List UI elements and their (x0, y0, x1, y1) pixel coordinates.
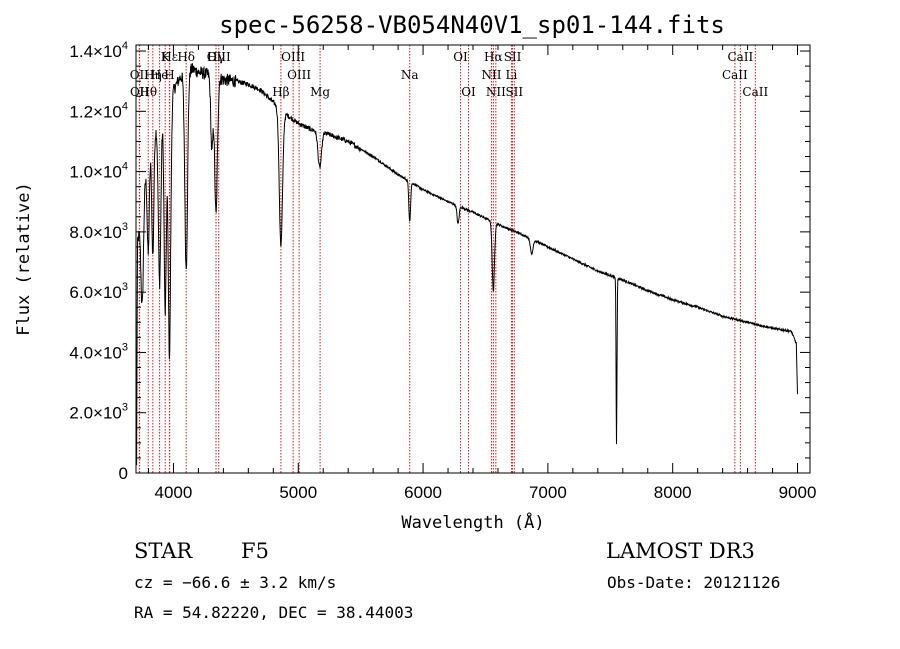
spectral-line-label: Hδ (177, 50, 195, 64)
spectral-line-markers (138, 45, 756, 473)
spectral-line-label: Hθ (139, 85, 157, 99)
spectral-line-label: NII (486, 85, 506, 99)
coordinates: RA = 54.82220, DEC = 38.44003 (134, 603, 414, 622)
survey-name: LAMOST DR3 (606, 539, 755, 563)
x-axis-ticks: 4000 5000 6000 7000 8000 9000 (147, 45, 817, 502)
y-tick-label: 1.0×104 (69, 161, 128, 182)
y-tick-label: 8.0×103 (69, 221, 128, 242)
spectral-line-label: H (164, 68, 174, 82)
y-tick-label: 0 (119, 464, 128, 483)
spectral-line-label: Hη (144, 68, 162, 82)
chart-title: spec-56258-VB054N40V1_sp01-144.fits (219, 11, 725, 39)
spectral-line-label: SII (505, 85, 523, 99)
object-class: STAR (134, 539, 193, 563)
spectral-line-label: Mg (310, 85, 330, 99)
x-tick-label: 9000 (779, 483, 817, 502)
spectral-line-label: NII (481, 68, 501, 82)
spectral-line-label: Na (401, 68, 419, 82)
x-tick-label: 4000 (155, 483, 193, 502)
y-axis-label: Flux (relative) (14, 182, 34, 336)
spectral-line-label: Li (506, 68, 518, 82)
object-subclass: F5 (241, 539, 269, 563)
x-tick-label: 5000 (279, 483, 317, 502)
redshift-velocity: cz = −66.6 ± 3.2 km/s (134, 573, 337, 592)
spectral-line-label: OI (453, 50, 468, 64)
y-axis-ticks: 0 2.0×103 4.0×103 6.0×103 8.0×103 1.0×104 1.2×… (69, 40, 810, 483)
y-tick-label: 2.0×103 (69, 402, 128, 423)
y-tick-label: 1.4×104 (69, 40, 128, 61)
spectral-line-label: K (161, 50, 171, 64)
spectral-line-label: CaII (742, 85, 768, 99)
spectral-line-labels: HεK HδOIIHηHeHOIIHθHγOIIIHβOIIIOIIIMgNaOI… (130, 50, 769, 99)
spectral-line-label: OI (461, 85, 476, 99)
spectral-line-label: Hα (484, 50, 503, 64)
spectral-line-label: OIII (207, 50, 231, 64)
y-tick-label: 4.0×103 (69, 341, 128, 362)
x-tick-label: 6000 (404, 483, 442, 502)
spectral-line-label: He (151, 68, 169, 82)
x-tick-label: 7000 (529, 483, 567, 502)
y-tick-label: 6.0×103 (69, 281, 128, 302)
spectral-line-label: CaII (727, 50, 753, 64)
spectral-line-label: SII (504, 50, 522, 64)
spectral-line-label: Hβ (272, 85, 289, 99)
spectral-line-label: OII (130, 85, 150, 99)
spectral-line-label: OIII (281, 50, 305, 64)
y-tick-label: 1.2×104 (69, 100, 128, 121)
spectral-line-label: OII (130, 68, 150, 82)
spectrum-series-line (136, 63, 798, 466)
spectral-line-label: OIII (287, 68, 311, 82)
spectral-line-label: Hγ (207, 50, 225, 64)
spectral-line-label: CaII (722, 68, 748, 82)
observation-date: Obs-Date: 20121126 (607, 573, 781, 592)
plot-frame (135, 44, 811, 474)
x-tick-label: 8000 (654, 483, 692, 502)
x-axis-label: Wavelength (Å) (401, 511, 544, 533)
